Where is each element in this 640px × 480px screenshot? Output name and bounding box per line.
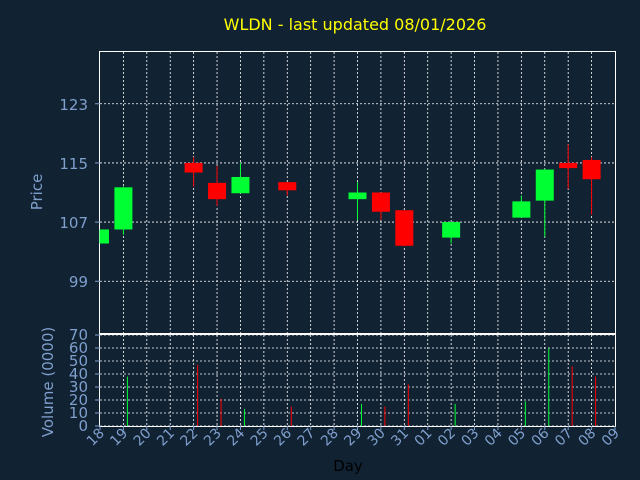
candles <box>99 144 601 247</box>
volume-grid <box>100 334 615 427</box>
candle-body <box>395 210 414 246</box>
day-tick-label: 20 <box>131 426 155 450</box>
volume-tick-label: 40 <box>69 365 88 383</box>
day-tick-label: 30 <box>365 426 389 450</box>
day-tick-label: 31 <box>388 426 412 450</box>
candle-body <box>512 201 531 218</box>
price-tick-label: 123 <box>59 96 88 114</box>
day-tick-label: 26 <box>271 425 295 449</box>
day-tick-label: 01 <box>412 426 436 450</box>
price-panel <box>99 51 616 334</box>
day-tick-label: 04 <box>482 425 506 449</box>
day-axis-ticks: 18 19 20 21 22 23 24 25 26 27 28 29 30 31 01 02 03 04 05 06… <box>84 425 623 449</box>
candle-body <box>100 229 109 244</box>
candle-body <box>231 176 250 194</box>
candle-body <box>208 182 227 200</box>
day-tick-label: 22 <box>178 426 202 450</box>
candle-body <box>559 162 578 169</box>
day-tick-label: 24 <box>224 425 248 449</box>
volume-tick-label: 70 <box>69 326 88 344</box>
day-tick-label: 02 <box>435 426 459 450</box>
chart-title: WLDN - last updated 08/01/2026 <box>224 15 487 34</box>
day-tick-label: 28 <box>318 426 342 450</box>
volume-tick-label: 30 <box>69 378 88 396</box>
volume-bars <box>126 348 597 426</box>
day-tick-label: 27 <box>295 426 319 450</box>
day-tick-label: 21 <box>154 426 178 450</box>
volume-tick-label: 0 <box>78 417 88 435</box>
day-tick-label: 19 <box>107 426 131 450</box>
candle-body <box>114 187 133 230</box>
volume-tick-label: 10 <box>69 404 88 422</box>
candle-body <box>371 192 390 212</box>
day-tick-label: 23 <box>201 426 225 450</box>
price-tick-label: 99 <box>69 273 88 291</box>
candle-body <box>184 162 203 173</box>
volume-tick-label: 50 <box>69 352 88 370</box>
price-axis-label: Price <box>28 174 46 211</box>
price-tick-label: 115 <box>59 155 88 173</box>
day-tick-label: 25 <box>248 426 272 450</box>
volume-axis-label: Volume (0000) <box>39 327 57 437</box>
candle-body <box>278 182 297 191</box>
price-tick-label: 107 <box>59 214 88 232</box>
day-axis-label: Day <box>333 457 363 475</box>
day-tick-label: 08 <box>575 426 599 450</box>
day-tick-label: 06 <box>529 425 553 449</box>
day-tick-label: 29 <box>341 426 365 450</box>
day-tick-label: 09 <box>599 426 623 450</box>
day-tick-label: 03 <box>458 426 482 450</box>
day-tick-label: 05 <box>505 426 529 450</box>
day-tick-label: 07 <box>552 426 576 450</box>
candle-body <box>442 222 461 238</box>
candle-body <box>348 192 367 200</box>
volume-tick-label: 60 <box>69 339 88 357</box>
candle-body <box>535 169 554 201</box>
candle-body <box>582 159 601 180</box>
price-axis-ticks: 99 107 115 123 <box>59 96 100 291</box>
volume-tick-label: 20 <box>69 391 88 409</box>
